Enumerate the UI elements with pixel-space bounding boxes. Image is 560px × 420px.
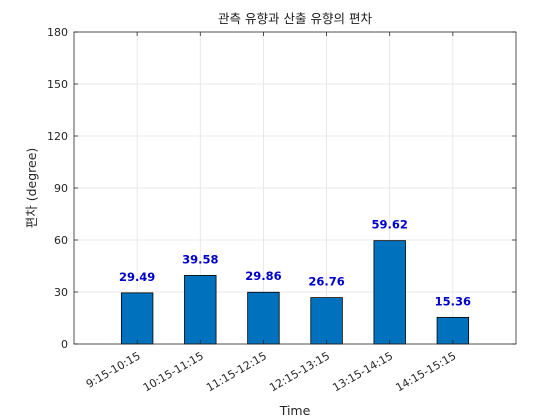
- data-label: 26.76: [308, 275, 344, 289]
- bar: [184, 274, 217, 345]
- y-axis-label: 편차 (degree): [24, 148, 39, 229]
- bar: [310, 297, 343, 345]
- y-tick-label: 0: [61, 338, 68, 351]
- y-tick-label: 180: [47, 26, 68, 39]
- bars: 29.49 39.58 29.86 26.76 59.62 15.36: [119, 218, 471, 345]
- x-axis-label: Time: [279, 403, 311, 418]
- data-label: 15.36: [435, 294, 471, 308]
- data-label: 39.58: [182, 252, 218, 266]
- chart-title: 관측 유향과 산출 유향의 편차: [218, 11, 372, 26]
- data-label: 59.62: [372, 218, 408, 232]
- data-label: 29.86: [245, 269, 281, 283]
- bar: [247, 291, 280, 345]
- bar: [373, 240, 406, 345]
- y-tick-label: 90: [54, 182, 68, 195]
- y-tick-label: 150: [47, 78, 68, 91]
- data-label: 29.49: [119, 270, 155, 284]
- bar: [120, 292, 154, 345]
- y-tick-label: 120: [47, 130, 68, 143]
- y-tick-label: 60: [54, 234, 68, 247]
- y-tick-label: 30: [54, 286, 68, 299]
